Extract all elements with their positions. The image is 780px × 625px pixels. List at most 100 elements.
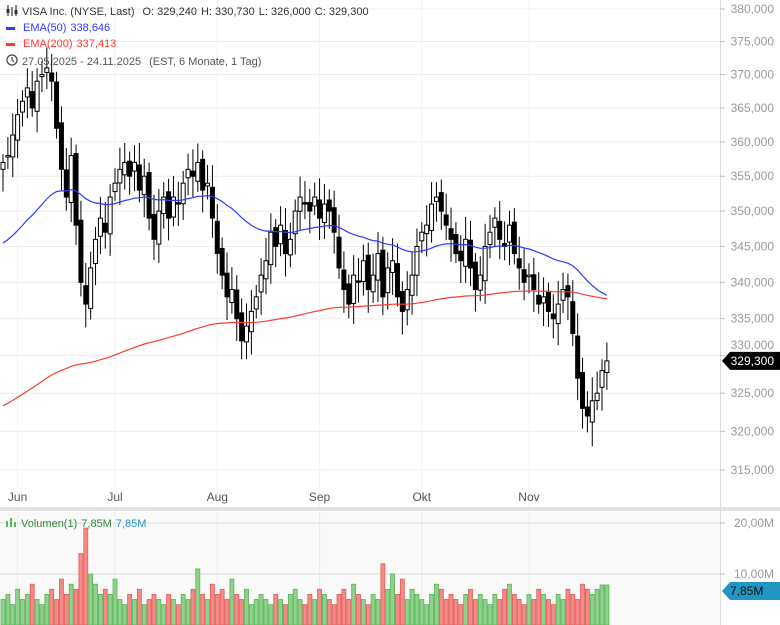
volume-bar — [302, 604, 308, 625]
volume-bar — [39, 604, 45, 625]
candle-body — [458, 250, 464, 262]
volume-bar — [599, 584, 605, 625]
volume-bar — [54, 599, 59, 625]
candle — [599, 359, 605, 411]
volume-bar — [492, 594, 498, 625]
ema50-value: 338,646 — [70, 22, 111, 34]
volume-bar — [10, 604, 16, 625]
candle — [346, 274, 352, 319]
high-value: H: 330,730 — [200, 6, 255, 18]
current-price-badge — [722, 351, 780, 370]
ema200-line — [2, 290, 607, 407]
candle-body — [317, 199, 323, 219]
candle — [336, 214, 342, 279]
ema50-legend[interactable]: EMA(50) 338,646 — [6, 22, 110, 34]
volume-bar — [5, 594, 11, 625]
volume-bar — [273, 594, 279, 625]
candle-body — [341, 269, 347, 291]
candle — [458, 235, 464, 284]
volume-bars-icon — [6, 517, 17, 530]
candle-body — [336, 236, 342, 269]
month-label: Sep — [309, 490, 331, 504]
candle — [161, 182, 167, 229]
candle — [385, 252, 391, 310]
volume-bar — [560, 599, 566, 625]
candle-body — [136, 164, 142, 191]
candle — [482, 223, 488, 304]
volume-bar — [68, 583, 74, 625]
candle-body — [127, 160, 133, 177]
candle-body — [112, 182, 118, 193]
volume-bar — [375, 599, 381, 625]
candle — [331, 190, 337, 254]
volume-bar — [570, 594, 576, 625]
candle — [424, 205, 430, 257]
candle — [146, 162, 152, 231]
candle-body — [234, 289, 240, 320]
close-value: C: 329,300 — [314, 6, 369, 18]
instrument-title: VISA Inc. (NYSE, Last) — [22, 6, 135, 18]
volume-bar — [287, 594, 293, 625]
current-price-label: 329,300 — [731, 354, 775, 368]
candle-body — [161, 196, 167, 215]
candle — [244, 303, 249, 360]
ema200-legend[interactable]: EMA(200) 337,413 — [6, 38, 116, 50]
candle-body — [19, 100, 25, 113]
candle-body — [58, 122, 64, 170]
candle-body — [214, 220, 220, 255]
candle-body — [356, 280, 362, 283]
volume-bar — [112, 578, 118, 625]
candle — [229, 267, 235, 314]
volume-bar — [575, 599, 581, 625]
candle-body — [0, 161, 6, 170]
candle — [302, 181, 308, 220]
candle — [24, 68, 30, 119]
candle-body — [438, 192, 444, 212]
volume-bar — [443, 599, 449, 625]
month-label: Aug — [207, 490, 228, 504]
candle-body — [10, 134, 16, 158]
candle — [19, 90, 25, 127]
volume-bar — [477, 594, 483, 625]
volume-bar — [244, 588, 249, 625]
candle-body — [292, 210, 298, 235]
volume-bar — [511, 594, 517, 625]
price-axis-label: 355,000 — [731, 169, 775, 183]
candle-body — [282, 229, 288, 255]
candle-body — [29, 91, 35, 109]
volume-bar — [312, 599, 318, 625]
candle — [49, 53, 55, 102]
candle — [492, 207, 498, 248]
candle-body — [531, 274, 537, 291]
candle — [399, 281, 405, 335]
candle — [341, 251, 347, 313]
price-axis-label: 315,000 — [731, 463, 775, 477]
volume-bar — [380, 563, 386, 625]
volume-bar — [88, 573, 94, 625]
volume-legend: Volumen(1) 7,85M 7,85M — [6, 517, 146, 530]
candle-body — [599, 370, 605, 388]
candle-body — [175, 202, 181, 205]
volume-bar — [268, 604, 274, 625]
candle-body — [156, 210, 162, 245]
volume-bar — [185, 599, 191, 625]
candle — [589, 377, 595, 447]
candle — [136, 143, 142, 203]
candle — [570, 280, 576, 347]
candle-body — [594, 392, 600, 401]
volume-bar — [93, 583, 98, 625]
candle — [365, 242, 371, 313]
candle — [317, 178, 323, 241]
volume-bar — [565, 588, 571, 625]
candle-body — [385, 267, 391, 294]
candle-body — [497, 220, 503, 240]
candle-body — [394, 263, 400, 298]
candle — [156, 189, 162, 264]
candle-body — [117, 168, 123, 184]
candle-body — [15, 114, 21, 141]
volume-bar — [531, 599, 537, 625]
candle — [394, 243, 400, 307]
volume-bar — [73, 588, 79, 625]
volume-bar — [307, 594, 313, 625]
